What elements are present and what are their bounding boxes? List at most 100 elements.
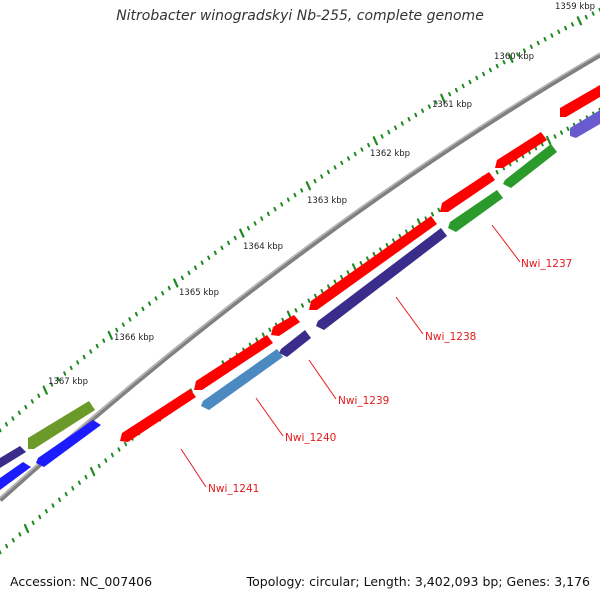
tick-label: 1363 kbp bbox=[307, 196, 347, 206]
minor-tick-mark bbox=[307, 298, 311, 303]
minor-tick-mark bbox=[266, 211, 270, 217]
tick-label: 1364 kbp bbox=[243, 242, 283, 252]
minor-tick-mark bbox=[4, 422, 8, 427]
minor-tick-mark bbox=[58, 497, 62, 502]
genome-backbone bbox=[0, 52, 600, 502]
minor-tick-mark bbox=[495, 170, 499, 175]
inner-tick-marks bbox=[0, 107, 600, 555]
minor-tick-mark bbox=[293, 192, 297, 198]
minor-tick-mark bbox=[570, 22, 575, 27]
minor-tick-mark bbox=[84, 474, 88, 480]
minor-tick-mark bbox=[77, 480, 81, 485]
minor-tick-mark bbox=[141, 306, 145, 312]
major-tick-mark bbox=[239, 228, 245, 238]
gene-feature-reverse[interactable] bbox=[0, 462, 31, 490]
minor-tick-mark bbox=[200, 260, 204, 265]
minor-tick-mark bbox=[117, 447, 121, 452]
minor-tick-mark bbox=[76, 360, 80, 365]
minor-tick-mark bbox=[380, 134, 384, 139]
minor-tick-mark bbox=[326, 169, 330, 175]
gene-feature-reverse[interactable] bbox=[0, 446, 26, 468]
gene-label[interactable]: Nwi_1241 bbox=[208, 483, 259, 495]
minor-tick-mark bbox=[63, 371, 67, 376]
minor-tick-mark bbox=[154, 296, 158, 301]
tick-label: 1367 kbp bbox=[48, 377, 88, 387]
gene-feature-forward[interactable] bbox=[194, 335, 273, 390]
minor-tick-mark bbox=[340, 160, 344, 166]
minor-tick-mark bbox=[5, 543, 9, 549]
gene-label[interactable]: Nwi_1239 bbox=[338, 395, 389, 407]
gene-feature-forward[interactable] bbox=[495, 132, 547, 168]
outer-tick-marks bbox=[0, 7, 600, 433]
minor-tick-mark bbox=[366, 256, 370, 261]
minor-tick-mark bbox=[346, 270, 350, 275]
gene-labels: Nwi_1237 Nwi_1238 Nwi_1239 Nwi_1240 Nwi_… bbox=[208, 258, 572, 495]
minor-tick-mark bbox=[529, 44, 533, 49]
gene-feature-forward-olive[interactable] bbox=[28, 401, 95, 449]
minor-tick-mark bbox=[213, 250, 217, 255]
gene-callouts bbox=[180, 224, 521, 488]
minor-tick-mark bbox=[468, 79, 472, 85]
minor-tick-mark bbox=[253, 221, 257, 226]
gene-feature-reverse[interactable] bbox=[503, 144, 557, 188]
major-tick-mark bbox=[440, 93, 446, 103]
minor-tick-mark bbox=[482, 71, 486, 77]
minor-tick-mark bbox=[89, 349, 93, 354]
minor-tick-mark bbox=[313, 293, 318, 299]
gene-feature-reverse[interactable] bbox=[316, 228, 447, 330]
gene-feature-forward[interactable] bbox=[440, 172, 495, 212]
minor-tick-mark bbox=[233, 235, 237, 241]
minor-tick-mark bbox=[333, 165, 337, 170]
minor-tick-mark bbox=[248, 342, 252, 347]
minor-tick-mark bbox=[475, 75, 479, 81]
gene-feature-forward[interactable] bbox=[271, 315, 300, 336]
gene-feature-reverse[interactable] bbox=[279, 330, 311, 357]
major-tick-mark bbox=[23, 523, 30, 534]
minor-tick-mark bbox=[161, 291, 165, 296]
callout-line bbox=[491, 224, 521, 263]
gene-feature-reverse[interactable] bbox=[448, 190, 503, 232]
minor-tick-mark bbox=[414, 112, 418, 118]
gene-label[interactable]: Nwi_1237 bbox=[521, 258, 572, 270]
major-tick-mark bbox=[545, 135, 552, 145]
minor-tick-mark bbox=[260, 216, 264, 221]
minor-tick-mark bbox=[124, 441, 128, 447]
minor-tick-mark bbox=[187, 270, 191, 276]
gene-label[interactable]: Nwi_1240 bbox=[285, 432, 336, 444]
minor-tick-mark bbox=[320, 174, 324, 179]
gene-feature-reverse[interactable] bbox=[36, 420, 101, 467]
minor-tick-mark bbox=[286, 197, 290, 202]
minor-tick-mark bbox=[95, 343, 99, 349]
major-tick-mark bbox=[372, 136, 379, 146]
minor-tick-mark bbox=[553, 134, 557, 139]
minor-tick-mark bbox=[30, 399, 34, 404]
minor-tick-mark bbox=[327, 284, 331, 289]
minor-tick-mark bbox=[56, 376, 60, 382]
minor-tick-mark bbox=[557, 29, 561, 34]
minor-tick-mark bbox=[333, 279, 337, 284]
minor-tick-mark bbox=[394, 125, 398, 130]
minor-tick-mark bbox=[398, 233, 402, 239]
minor-tick-mark bbox=[18, 532, 22, 537]
minor-tick-mark bbox=[379, 247, 383, 252]
minor-tick-mark bbox=[430, 212, 435, 217]
minor-tick-mark bbox=[559, 130, 564, 135]
minor-tick-mark bbox=[543, 37, 547, 42]
minor-tick-mark bbox=[437, 207, 441, 213]
minor-tick-mark bbox=[454, 87, 458, 93]
gene-feature-reverse[interactable] bbox=[201, 349, 283, 410]
gene-feature-forward[interactable] bbox=[309, 216, 437, 310]
minor-tick-mark bbox=[0, 427, 2, 433]
minor-tick-mark bbox=[273, 206, 277, 212]
gene-label[interactable]: Nwi_1238 bbox=[425, 331, 476, 343]
minor-tick-mark bbox=[11, 538, 15, 543]
minor-tick-mark bbox=[0, 549, 2, 555]
gene-feature-forward[interactable] bbox=[560, 85, 600, 117]
gene-feature-reverse[interactable] bbox=[570, 110, 600, 138]
gene-feature-forward[interactable] bbox=[120, 389, 196, 442]
tick-label: 1360 kbp bbox=[494, 52, 534, 62]
minor-tick-mark bbox=[37, 393, 41, 398]
genome-backbone-highlight bbox=[0, 52, 600, 499]
minor-tick-mark bbox=[44, 508, 48, 514]
